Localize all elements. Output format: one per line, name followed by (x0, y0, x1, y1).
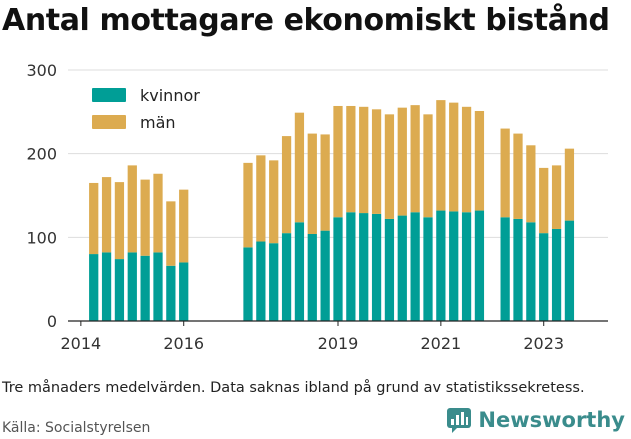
bar-kvinnor (423, 217, 433, 321)
bar-kvinnor (140, 255, 150, 321)
bar-man (320, 134, 330, 231)
bar-kvinnor (281, 233, 292, 321)
bar-man (307, 133, 317, 234)
bar-kvinnor (307, 233, 317, 321)
bar-kvinnor (436, 210, 446, 321)
bar-kvinnor (513, 218, 523, 321)
bar-man (551, 165, 562, 229)
x-axis-labels: 2014 2016 2019 2021 2023 (60, 321, 564, 353)
y-tick-label: 0 (47, 312, 57, 331)
legend: kvinnor män (92, 86, 200, 132)
bar-kvinnor (384, 218, 395, 321)
legend-swatch-man (92, 115, 126, 129)
x-tick-label: 2021 (420, 334, 461, 353)
footnote: Tre månaders medelvärden. Data saknas ib… (2, 380, 585, 396)
bar-man (564, 148, 575, 221)
brand-logo[interactable]: Newsworthy (446, 407, 625, 433)
bar-kvinnor (153, 252, 163, 321)
bar-man (423, 114, 433, 218)
bar-kvinnor (127, 252, 137, 321)
bar-man (166, 201, 176, 266)
bar-man (410, 105, 420, 213)
bar-chart: 0 100 200 300 2014 2016 2019 2021 2023 kvinnor … (26, 61, 608, 353)
bar-kvinnor (269, 243, 279, 321)
bar-man (526, 145, 536, 223)
bar-man (384, 114, 395, 219)
y-tick-label: 300 (26, 61, 57, 80)
bar-kvinnor (320, 230, 330, 321)
bar-kvinnor (114, 259, 125, 321)
bar-kvinnor (346, 212, 356, 321)
bar-man (397, 107, 407, 216)
bar-kvinnor (539, 233, 549, 321)
bar-kvinnor (294, 222, 305, 321)
bar-kvinnor (359, 213, 369, 321)
bar-man (269, 160, 279, 244)
bar-man (89, 182, 99, 255)
bar-man (436, 100, 446, 211)
bar-man (153, 173, 163, 253)
bar-kvinnor (474, 210, 485, 321)
bar-man (359, 106, 369, 214)
bar-man (256, 155, 266, 242)
page-title: Antal mottagare ekonomiskt bistånd (2, 3, 610, 38)
bar-man (243, 162, 253, 248)
bar-kvinnor (179, 262, 189, 321)
bar-kvinnor (397, 215, 407, 321)
bar-kvinnor (166, 265, 176, 321)
bar-kvinnor (256, 241, 266, 321)
source-text: Källa: Socialstyrelsen (2, 420, 151, 436)
bar-kvinnor (500, 217, 510, 321)
bar-kvinnor (461, 212, 472, 321)
newsworthy-logo-icon (447, 408, 472, 433)
bar-kvinnor (526, 222, 536, 321)
bar-kvinnor (243, 247, 253, 321)
bar-man (127, 165, 137, 253)
legend-label-kvinnor: kvinnor (140, 86, 200, 105)
bar-kvinnor (101, 252, 112, 321)
x-tick-label: 2016 (163, 334, 204, 353)
bar-man (461, 106, 472, 213)
y-axis-labels: 0 100 200 300 (26, 61, 57, 331)
bar-kvinnor (410, 212, 420, 321)
bar-man (449, 102, 459, 212)
x-tick-label: 2019 (318, 334, 359, 353)
bar-man (346, 105, 356, 213)
x-tick-label: 2014 (60, 334, 101, 353)
bar-man (333, 105, 343, 218)
bar-kvinnor (371, 213, 382, 321)
bar-man (294, 112, 305, 223)
x-tick-label: 2023 (523, 334, 564, 353)
legend-swatch-kvinnor (92, 88, 126, 102)
bar-man (513, 133, 523, 219)
bar-man (371, 109, 382, 214)
y-tick-label: 100 (26, 228, 57, 247)
bar-man (101, 177, 112, 253)
bar-man (114, 182, 125, 260)
bar-man (474, 110, 485, 211)
bar-kvinnor (449, 211, 459, 321)
y-tick-label: 200 (26, 145, 57, 164)
bar-man (539, 167, 549, 234)
bar-man (281, 136, 292, 234)
bar-man (140, 179, 150, 256)
bars (89, 100, 575, 321)
legend-label-man: män (140, 113, 176, 132)
bar-kvinnor (564, 220, 575, 321)
brand-name: Newsworthy (478, 408, 625, 432)
bar-kvinnor (551, 228, 562, 321)
bar-man (179, 189, 189, 263)
bar-kvinnor (333, 217, 343, 321)
bar-man (500, 128, 510, 218)
bar-kvinnor (89, 254, 99, 321)
